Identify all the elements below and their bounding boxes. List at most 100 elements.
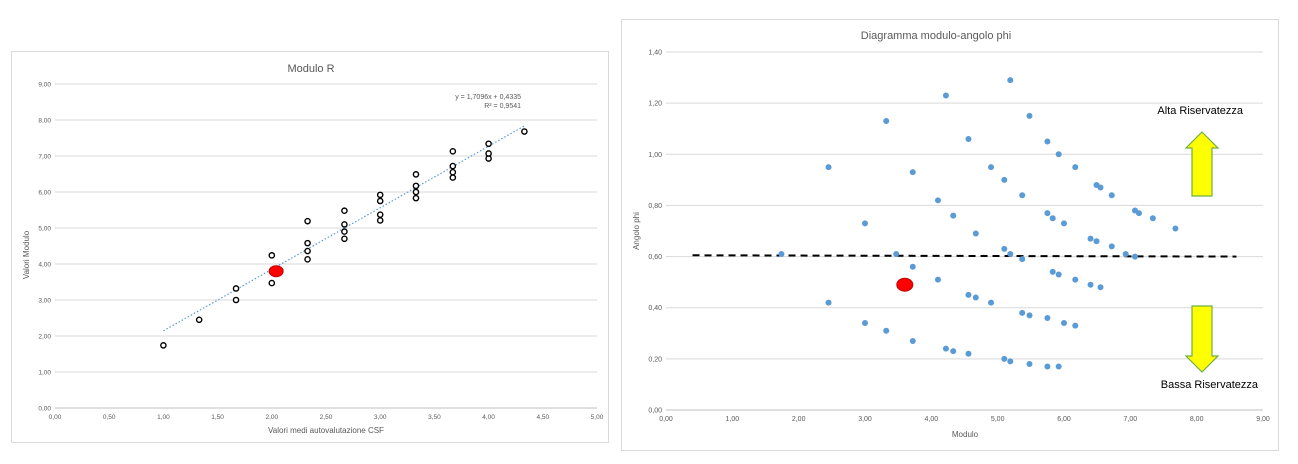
data-point <box>1055 151 1062 158</box>
data-point <box>950 348 957 355</box>
data-point <box>950 212 957 219</box>
data-point <box>268 252 276 259</box>
x-tick-label: 5,00 <box>991 416 1005 423</box>
data-point <box>1026 112 1033 119</box>
data-point <box>304 247 311 255</box>
chart-title: Modulo R <box>287 63 334 75</box>
data-point <box>862 220 868 227</box>
data-point <box>304 239 311 247</box>
data-point <box>1122 251 1129 258</box>
data-point <box>909 169 916 176</box>
data-point <box>521 128 528 135</box>
data-point <box>1072 322 1079 329</box>
data-point <box>376 191 384 199</box>
y-tick-label: 0,00 <box>648 408 662 415</box>
data-point <box>1097 284 1104 291</box>
y-tick-label: 0,40 <box>648 305 662 312</box>
data-point <box>1135 210 1142 217</box>
annotation-alta-riservatezza: Alta Riservatezza <box>1157 105 1243 117</box>
data-point <box>449 174 457 181</box>
data-point <box>883 118 890 125</box>
x-tick-label: 1,00 <box>157 414 170 421</box>
x-tick-label: 4,00 <box>482 414 495 421</box>
arrow-up-icon <box>1184 131 1220 197</box>
y-axis-label: Valori Modulo <box>22 230 31 279</box>
data-point <box>1049 268 1056 275</box>
x-axis-label: Valori medi autovalutazione CSF <box>268 426 384 435</box>
data-point <box>988 164 995 171</box>
x-tick-label: 0,50 <box>103 414 116 421</box>
data-point <box>449 162 457 170</box>
x-tick-label: 6,00 <box>1057 416 1071 423</box>
x-tick-label: 4,00 <box>925 416 939 423</box>
trendline-r2: R² = 0,9541 <box>484 103 521 110</box>
data-point <box>1001 355 1008 362</box>
data-point <box>1061 320 1067 327</box>
data-point <box>341 235 348 243</box>
data-point <box>1108 192 1115 199</box>
annotation-bassa-riservatezza: Bassa Riservatezza <box>1161 379 1259 391</box>
data-point <box>1055 363 1062 370</box>
x-tick-label: 2,50 <box>320 414 333 421</box>
y-tick-label: 0,80 <box>648 203 662 210</box>
data-point <box>942 345 949 352</box>
y-tick-label: 0,60 <box>648 254 662 261</box>
data-point <box>341 228 348 235</box>
data-point <box>988 299 995 306</box>
y-tick-label: 9,00 <box>38 82 51 89</box>
data-point <box>1108 243 1115 250</box>
data-point <box>232 285 240 292</box>
data-point <box>1001 245 1008 252</box>
data-point <box>825 164 832 171</box>
data-point <box>965 291 972 298</box>
x-tick-label: 4,50 <box>536 414 549 421</box>
y-tick-label: 6,00 <box>38 190 51 197</box>
data-point <box>1072 276 1079 283</box>
data-point <box>825 299 832 306</box>
data-point <box>412 188 420 196</box>
data-point <box>778 251 785 258</box>
data-point <box>1044 314 1051 321</box>
x-tick-label: 8,00 <box>1190 416 1204 423</box>
data-point <box>376 211 384 218</box>
data-point <box>1044 363 1051 370</box>
data-point <box>883 327 890 334</box>
data-point <box>1019 309 1026 316</box>
x-tick-label: 0,00 <box>659 416 673 423</box>
y-tick-label: 3,00 <box>38 298 51 305</box>
x-tick-label: 3,00 <box>374 414 387 421</box>
data-point <box>1044 210 1051 217</box>
y-tick-label: 7,00 <box>38 154 51 161</box>
data-point <box>1026 312 1033 319</box>
x-tick-label: 0,00 <box>49 414 62 421</box>
y-tick-label: 1,40 <box>648 50 662 57</box>
y-tick-label: 8,00 <box>38 118 51 125</box>
data-point <box>304 256 311 263</box>
data-point <box>942 92 949 99</box>
x-tick-label: 9,00 <box>1256 416 1270 423</box>
y-tick-label: 5,00 <box>38 226 51 233</box>
data-point <box>232 296 240 304</box>
data-point <box>341 207 348 215</box>
data-point <box>412 182 420 190</box>
chart-modulo-angolo-phi: 0,00 0,20 0,40 0,60 0,80 1,00 1,20 1,40 0,00 1,00… <box>621 19 1279 451</box>
x-tick-label: 1,00 <box>726 416 740 423</box>
y-tick-label: 4,00 <box>38 262 51 269</box>
trendline-equation: y = 1,7096x + 0,4335 <box>455 94 521 101</box>
arrow-down-icon <box>1184 305 1220 373</box>
data-point <box>160 342 167 349</box>
data-point <box>972 294 979 301</box>
data-point <box>412 171 420 178</box>
data-point <box>1061 220 1067 227</box>
data-point <box>965 135 972 142</box>
data-point <box>1093 238 1100 245</box>
x-tick-label: 1,50 <box>211 414 224 421</box>
x-tick-label: 7,00 <box>1124 416 1138 423</box>
data-point <box>1019 256 1026 263</box>
data-point <box>893 251 900 258</box>
data-point <box>1007 77 1014 84</box>
data-point <box>965 350 972 357</box>
data-point <box>1044 138 1051 145</box>
data-point <box>449 168 457 176</box>
data-point <box>1087 235 1094 242</box>
